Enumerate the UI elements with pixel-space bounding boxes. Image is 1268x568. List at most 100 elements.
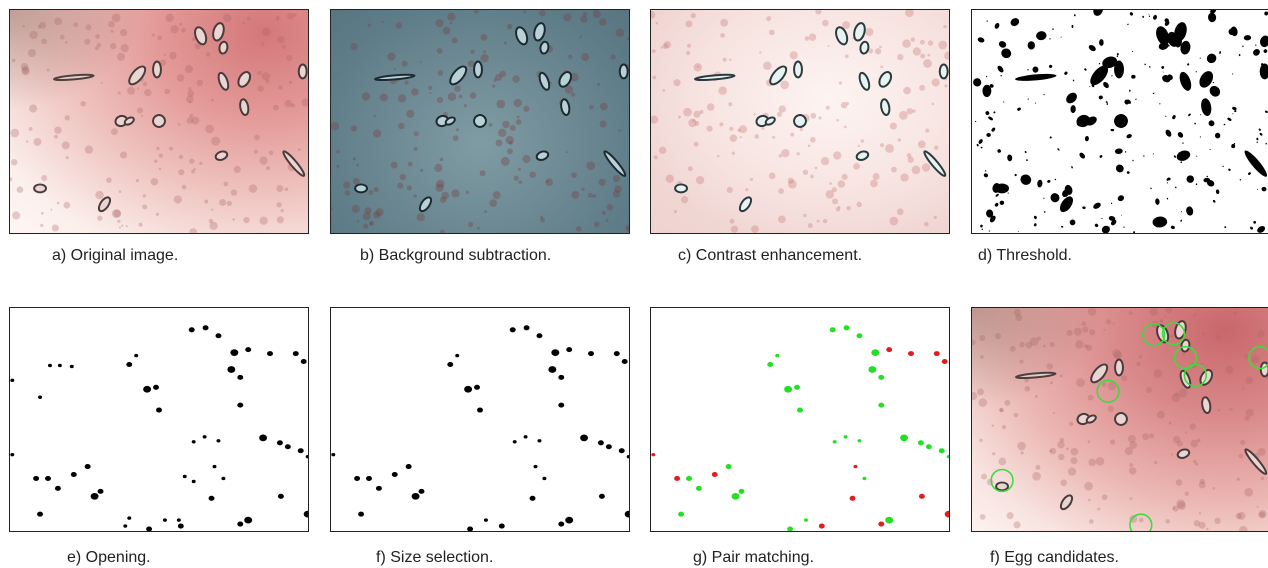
tissue-speck (489, 199, 498, 208)
tissue-speck (407, 161, 413, 167)
tissue-speck (488, 122, 493, 127)
tissue-speck (272, 104, 279, 111)
tissue-speck (745, 188, 749, 192)
tissue-speck (153, 159, 158, 164)
tissue-speck (729, 134, 738, 143)
tissue-speck (118, 226, 122, 229)
tissue-speck (51, 224, 59, 232)
candidate-blob (375, 485, 382, 491)
threshold-blob (1115, 164, 1124, 173)
candidate-blob (305, 454, 308, 459)
threshold-blob (1228, 168, 1231, 171)
tissue-speck (280, 209, 284, 213)
threshold-blob (1148, 13, 1150, 15)
tissue-speck (840, 101, 848, 109)
tissue-speck (181, 184, 187, 190)
tissue-speck (658, 146, 667, 155)
threshold-blob (1233, 142, 1236, 145)
tissue-speck (395, 22, 403, 29)
tissue-speck (571, 190, 580, 199)
panel-opening (9, 307, 309, 532)
tissue-speck (1019, 341, 1025, 348)
tissue-speck (994, 333, 1001, 340)
threshold-blob (1060, 36, 1062, 38)
tissue-speck (1198, 512, 1202, 515)
tissue-speck (841, 173, 848, 180)
candidate-blob (588, 351, 594, 357)
matched-pair-blob (803, 518, 808, 522)
tissue-speck (517, 167, 521, 171)
candidate-blob (292, 351, 299, 357)
tissue-speck (1049, 449, 1053, 453)
tissue-speck (605, 219, 609, 222)
threshold-blob (1117, 195, 1125, 202)
threshold-blob (1219, 50, 1221, 55)
tissue-speck (842, 21, 851, 30)
threshold-blob (1000, 68, 1003, 70)
tissue-speck (10, 158, 18, 166)
caption-pair-matching: g) Pair matching. (693, 549, 814, 566)
tissue-speck (439, 196, 447, 203)
threshold-blob (973, 78, 982, 87)
tissue-speck (369, 222, 373, 225)
tissue-speck (184, 65, 194, 74)
tissue-speck (602, 210, 606, 215)
threshold-blob (1162, 71, 1164, 73)
tissue-speck (581, 187, 585, 191)
threshold-blob (1127, 23, 1129, 26)
tissue-speck (40, 223, 44, 227)
caption-original-image: a) Original image. (52, 247, 179, 264)
egg-shape (473, 60, 483, 79)
candidate-blob (418, 488, 425, 494)
tissue-speck (810, 174, 814, 179)
tissue-speck (506, 23, 513, 30)
tissue-speck (796, 152, 800, 156)
candidate-blob (411, 492, 420, 500)
tissue-speck (522, 154, 531, 164)
tissue-speck (276, 15, 280, 19)
tissue-speck (1198, 521, 1206, 529)
tissue-speck (429, 91, 432, 95)
tissue-speck (570, 92, 576, 97)
tissue-speck (1198, 481, 1206, 489)
tissue-speck (293, 12, 297, 17)
candidate-blob (483, 518, 488, 522)
tissue-speck (188, 100, 192, 104)
tissue-speck (891, 166, 897, 173)
tissue-speck (763, 61, 772, 71)
tissue-speck (63, 201, 71, 209)
tissue-speck (169, 146, 174, 151)
tissue-speck (900, 173, 909, 182)
threshold-blob (1124, 151, 1127, 153)
tissue-speck (492, 84, 496, 88)
tissue-speck (693, 63, 703, 72)
threshold-blob (1234, 110, 1237, 113)
size-selection-blobs (331, 325, 629, 531)
threshold-blob (1144, 63, 1146, 66)
tissue-speck (1101, 494, 1108, 500)
threshold-blob (1256, 137, 1259, 141)
tissue-speck (720, 18, 729, 27)
threshold-blob (1070, 105, 1076, 114)
threshold-blob (1003, 101, 1005, 103)
tissue-speck (364, 207, 372, 215)
tissue-speck (193, 167, 196, 171)
threshold-blob (1232, 113, 1234, 115)
threshold-blob (988, 116, 994, 121)
threshold-blob (1098, 95, 1103, 100)
tissue-speck (223, 181, 229, 187)
tissue-speck (136, 107, 144, 114)
tissue-speck (991, 424, 994, 427)
tissue-speck (599, 102, 608, 111)
tissue-speck (398, 122, 405, 130)
egg-shape (97, 196, 112, 213)
egg-candidates-image (972, 308, 1268, 531)
tissue-speck (1196, 438, 1201, 443)
candidate-blob (512, 440, 517, 444)
candidate-blob (215, 333, 222, 339)
threshold-blob (1108, 60, 1111, 63)
tissue-speck (211, 208, 214, 211)
tissue-speck (1235, 512, 1242, 520)
tissue-speck (454, 85, 461, 92)
candidate-blob (565, 516, 574, 524)
